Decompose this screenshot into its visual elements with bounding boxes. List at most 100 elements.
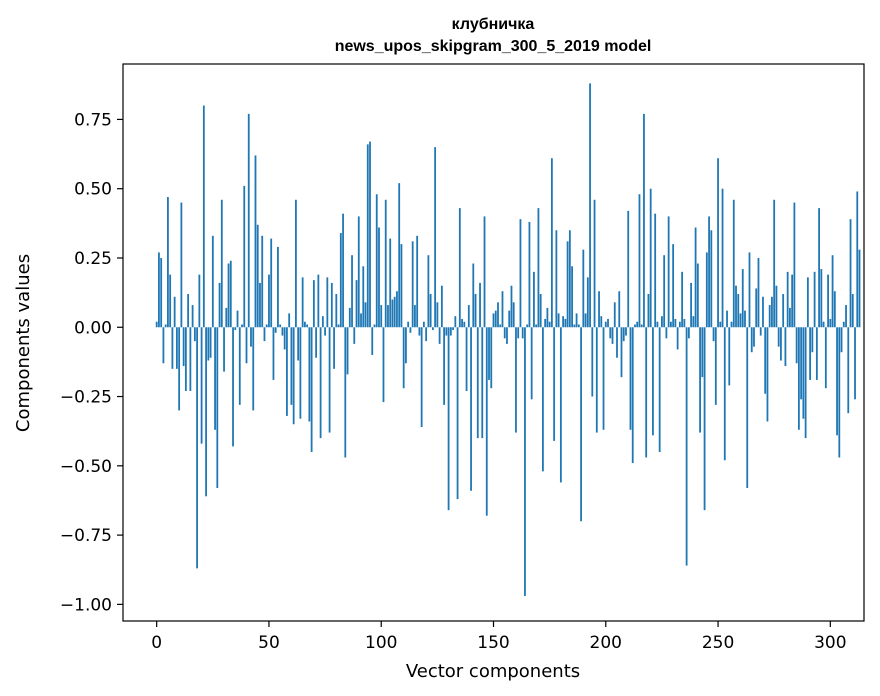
bar (604, 321, 607, 328)
bar (191, 305, 194, 328)
bar (337, 324, 340, 328)
bar (333, 327, 335, 369)
bar (321, 316, 324, 328)
x-tick-label: 200 (590, 633, 622, 653)
bar (820, 269, 823, 328)
bar (155, 321, 158, 328)
bar (209, 327, 212, 358)
bar (357, 216, 360, 328)
y-tick-label: 0.00 (74, 318, 112, 338)
bar (643, 113, 645, 328)
y-tick-label: −0.50 (60, 457, 112, 477)
bar (836, 327, 838, 436)
bar (301, 277, 304, 328)
bar (250, 327, 252, 347)
bar (593, 199, 596, 328)
bar (268, 274, 270, 328)
bar (800, 327, 803, 400)
bar (200, 327, 203, 444)
y-tick-label: −1.00 (60, 595, 112, 615)
bar (557, 313, 560, 328)
bar (434, 147, 437, 328)
bar (261, 235, 264, 328)
bar (705, 252, 708, 328)
bar (508, 310, 511, 328)
bar (822, 321, 825, 328)
bar (856, 191, 859, 328)
bar (546, 307, 549, 328)
bar (470, 327, 472, 491)
bar (609, 327, 612, 339)
bar (488, 327, 490, 380)
bar (854, 327, 856, 400)
bar (182, 327, 185, 367)
bar (259, 282, 261, 328)
bar (811, 327, 814, 353)
bar (362, 266, 365, 328)
bar (542, 327, 544, 472)
bar (229, 260, 232, 328)
bar (243, 185, 246, 328)
x-tick-label: 0 (151, 633, 162, 653)
bar (773, 199, 776, 328)
bar (189, 327, 192, 391)
bar (613, 302, 616, 328)
x-tick-label: 150 (477, 633, 509, 653)
x-tick-label: 300 (814, 633, 846, 653)
bar (436, 302, 439, 328)
bar (555, 230, 558, 328)
bar (636, 321, 639, 328)
bar (672, 244, 675, 328)
bar (438, 327, 441, 344)
bar (824, 327, 827, 389)
bar (414, 305, 416, 328)
bar (631, 327, 634, 464)
bar (833, 291, 836, 328)
bar (512, 302, 515, 328)
bar (263, 327, 266, 342)
bar (573, 324, 576, 328)
chart-title: клубничка (452, 16, 535, 33)
bar (449, 327, 452, 336)
bar (384, 199, 387, 328)
bar (472, 263, 475, 328)
bar (373, 324, 376, 328)
bar (701, 327, 704, 378)
bar (598, 291, 600, 328)
bar (393, 296, 396, 328)
bar (831, 255, 834, 328)
y-tick-label: −0.25 (60, 388, 112, 408)
bar (348, 307, 351, 328)
bar (158, 252, 160, 328)
bar (398, 183, 401, 328)
bar (308, 327, 311, 422)
bar (299, 327, 302, 419)
bar (771, 296, 773, 328)
bar (553, 327, 556, 441)
bar (169, 274, 172, 328)
bar (474, 294, 477, 328)
bar (654, 213, 657, 328)
bar (402, 327, 405, 389)
bar (492, 313, 495, 328)
bar (499, 324, 502, 328)
bar (802, 327, 805, 419)
bar (330, 282, 333, 328)
bar (335, 294, 338, 328)
bar (272, 327, 275, 380)
bar (616, 327, 618, 358)
bar (818, 208, 820, 328)
bar (782, 294, 785, 328)
bar (297, 327, 300, 361)
bar (568, 230, 571, 328)
bar (274, 327, 277, 333)
bar (503, 327, 506, 339)
y-tick-label: −0.75 (60, 526, 112, 546)
bar (851, 294, 854, 328)
bar (714, 327, 717, 405)
bar (281, 327, 284, 336)
bar (326, 277, 329, 328)
bar (241, 324, 243, 328)
bar (737, 294, 740, 328)
